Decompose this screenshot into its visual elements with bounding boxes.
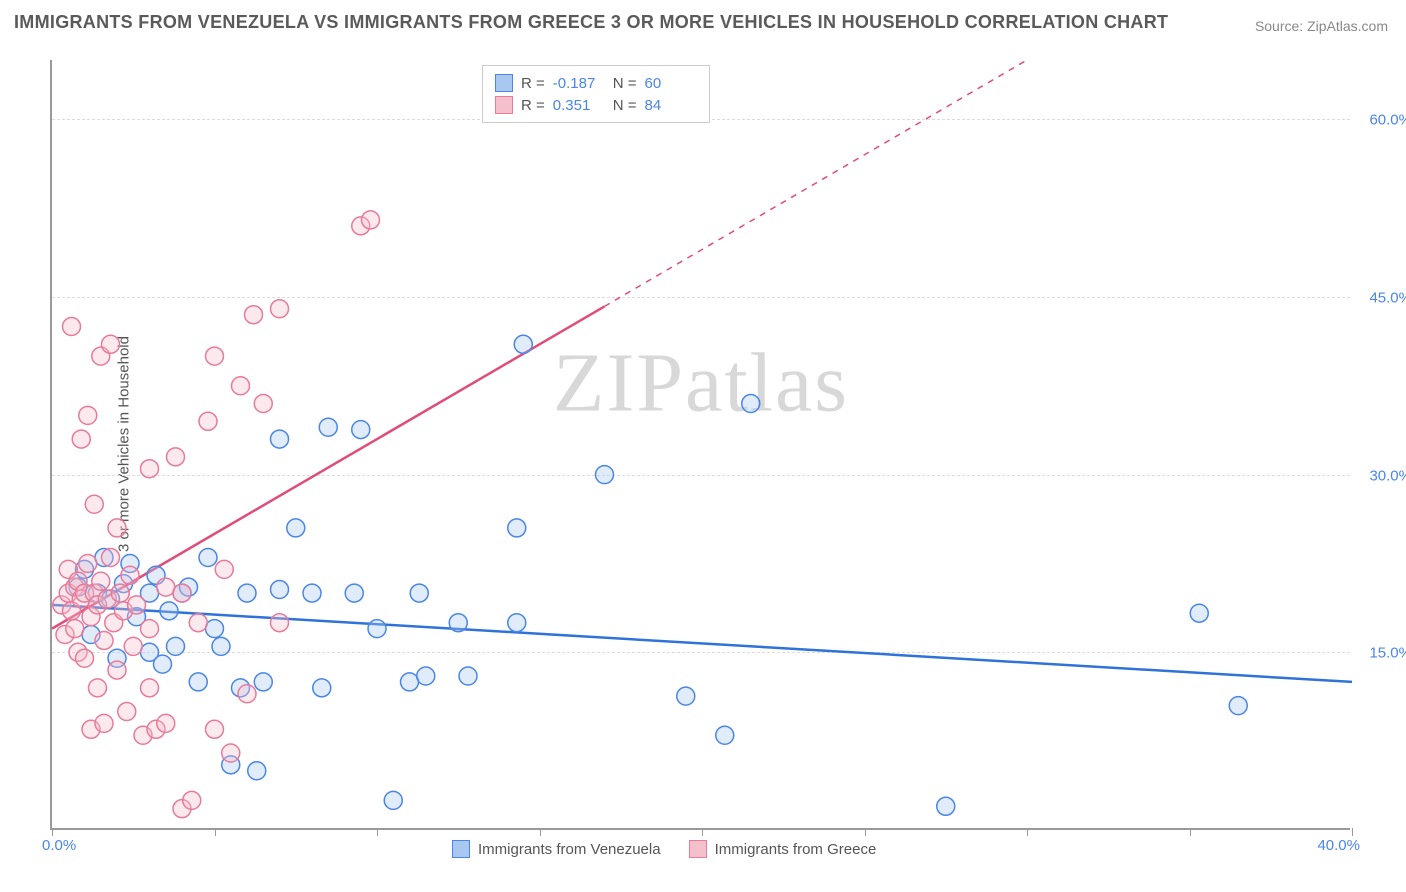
x-tick bbox=[540, 828, 541, 836]
x-tick bbox=[1190, 828, 1191, 836]
n-label: N = bbox=[613, 75, 637, 92]
x-axis-max-label: 40.0% bbox=[1317, 837, 1360, 854]
legend-item-greece: Immigrants from Greece bbox=[689, 840, 877, 858]
y-tick-label: 15.0% bbox=[1369, 645, 1406, 662]
legend: Immigrants from Venezuela Immigrants fro… bbox=[452, 840, 876, 858]
stats-row-0: R = -0.187 N = 60 bbox=[495, 72, 697, 94]
x-tick bbox=[865, 828, 866, 836]
x-axis-min-label: 0.0% bbox=[42, 837, 76, 854]
n-value-0: 60 bbox=[645, 75, 697, 92]
y-tick-label: 45.0% bbox=[1369, 289, 1406, 306]
legend-item-venezuela: Immigrants from Venezuela bbox=[452, 840, 661, 858]
legend-label-1: Immigrants from Greece bbox=[715, 841, 877, 858]
swatch-venezuela bbox=[495, 74, 513, 92]
x-tick bbox=[215, 828, 216, 836]
plot-area: ZIPatlas 3 or more Vehicles in Household… bbox=[50, 60, 1350, 830]
legend-label-0: Immigrants from Venezuela bbox=[478, 841, 661, 858]
stats-row-1: R = 0.351 N = 84 bbox=[495, 94, 697, 116]
x-tick bbox=[1027, 828, 1028, 836]
y-tick-label: 60.0% bbox=[1369, 112, 1406, 129]
chart-svg bbox=[52, 60, 1350, 828]
source-label: Source: ZipAtlas.com bbox=[1255, 18, 1388, 34]
r-label: R = bbox=[521, 75, 545, 92]
legend-swatch-greece bbox=[689, 840, 707, 858]
x-tick bbox=[52, 828, 53, 836]
n-value-1: 84 bbox=[645, 97, 697, 114]
y-tick-label: 30.0% bbox=[1369, 467, 1406, 484]
swatch-greece bbox=[495, 96, 513, 114]
chart-title: IMMIGRANTS FROM VENEZUELA VS IMMIGRANTS … bbox=[14, 12, 1168, 33]
r-value-0: -0.187 bbox=[553, 75, 605, 92]
x-tick bbox=[1352, 828, 1353, 836]
chart-container: IMMIGRANTS FROM VENEZUELA VS IMMIGRANTS … bbox=[0, 0, 1406, 892]
r-label: R = bbox=[521, 97, 545, 114]
x-tick bbox=[377, 828, 378, 836]
legend-swatch-venezuela bbox=[452, 840, 470, 858]
r-value-1: 0.351 bbox=[553, 97, 605, 114]
n-label: N = bbox=[613, 97, 637, 114]
stats-box: R = -0.187 N = 60 R = 0.351 N = 84 bbox=[482, 65, 710, 123]
x-tick bbox=[702, 828, 703, 836]
